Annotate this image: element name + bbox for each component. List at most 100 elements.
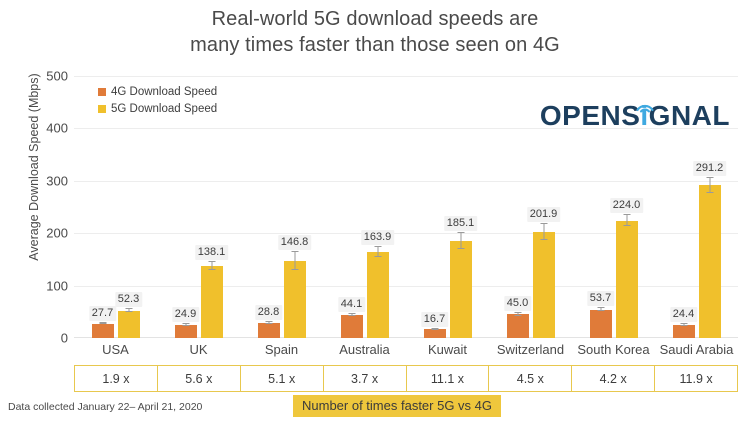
error-bar-cap-high — [623, 214, 630, 216]
error-bar-cap-high — [680, 323, 687, 325]
bar-5g-switzerland[interactable]: 201.9 — [526, 207, 561, 338]
error-bar-cap-low — [457, 247, 464, 249]
x-axis-label: Saudi Arabia — [659, 342, 734, 357]
bar-group: 24.4 291.2 — [655, 76, 738, 338]
error-bar — [294, 251, 295, 271]
bar-4g-switzerland[interactable]: 45.0 — [503, 296, 532, 338]
y-axis-tick: 0 — [60, 330, 68, 346]
data-label: 138.1 — [194, 244, 229, 260]
chart-title-line2: many times faster than those seen on 4G — [190, 34, 560, 56]
bar-pair: 53.7 224.0 — [572, 76, 655, 338]
error-bar-cap-high — [540, 223, 547, 225]
error-bar — [543, 224, 544, 241]
bar-pair: 27.7 52.3 — [74, 76, 157, 338]
legend-item[interactable]: 4G Download Speed — [98, 86, 217, 98]
error-bar-cap-high — [597, 307, 604, 309]
data-label: 24.9 — [171, 307, 200, 323]
bar-4g-south-korea[interactable]: 53.7 — [586, 291, 615, 338]
y-axis-tick: 200 — [46, 225, 68, 241]
bar-group: 45.0 201.9 — [489, 76, 572, 338]
bar-4g-kuwait[interactable]: 16.7 — [420, 311, 449, 338]
error-bar — [351, 313, 352, 317]
data-label: 185.1 — [443, 216, 478, 232]
error-bar-cap-high — [457, 232, 464, 234]
multiplier-row: 1.9 x 5.6 x 5.1 x 3.7 x 11.1 x 4.5 x 4.2 x 11.9… — [74, 365, 738, 392]
data-label: 28.8 — [254, 304, 283, 320]
error-bar-cap-low — [374, 255, 381, 257]
bar-group: 53.7 224.0 — [572, 76, 655, 338]
bar-pair: 24.4 291.2 — [655, 76, 738, 338]
y-axis-ticks: 0 100 200 300 400 500 — [30, 69, 68, 346]
chart-legend: 4G Download Speed 5G Download Speed — [98, 86, 217, 120]
bar-4g-australia[interactable]: 44.1 — [337, 296, 366, 338]
error-bar — [128, 308, 129, 313]
error-bar-cap-high — [431, 327, 438, 329]
logo-letter-i: i — [635, 100, 654, 132]
x-axis-label: Spain — [264, 342, 299, 357]
error-bar — [709, 177, 710, 194]
multiplier-cell: 11.9 x — [679, 371, 713, 386]
y-axis-tick: 100 — [46, 278, 68, 294]
data-label: 163.9 — [360, 230, 395, 246]
gridline — [74, 76, 738, 77]
bar-pair: 28.8 146.8 — [240, 76, 323, 338]
error-bar-cap-low — [597, 310, 604, 312]
gridline — [74, 128, 738, 130]
legend-item[interactable]: 5G Download Speed — [98, 103, 217, 115]
error-bar — [460, 233, 461, 249]
error-bar-cap-high — [125, 307, 132, 309]
bar-4g-saudi-arabia[interactable]: 24.4 — [669, 307, 698, 338]
multiplier-cell: 5.6 x — [158, 366, 241, 391]
error-bar-cap-low — [182, 324, 189, 326]
data-label: 201.9 — [526, 207, 561, 223]
error-bar — [517, 313, 518, 316]
bar-pair: 44.1 163.9 — [323, 76, 406, 338]
axis-baseline — [74, 337, 738, 338]
legend-label: 5G Download Speed — [111, 103, 218, 115]
logo-letter-i-text: i — [640, 100, 649, 131]
gridline — [74, 180, 738, 182]
data-label: 224.0 — [609, 198, 644, 214]
bar-5g-kuwait[interactable]: 185.1 — [443, 216, 478, 338]
error-bar-cap-high — [208, 260, 215, 262]
error-bar-cap-high — [514, 312, 521, 314]
plot-area: 27.7 52.3 24.9 138.1 28.8 146.8 44.1 163.9 16.7 1… — [74, 76, 738, 338]
data-label: 45.0 — [503, 296, 532, 312]
error-bar-cap-high — [99, 321, 106, 323]
bar-5g-uk[interactable]: 138.1 — [194, 244, 229, 338]
logo-text-part1: OPENS — [539, 100, 641, 131]
bar-4g-spain[interactable]: 28.8 — [254, 304, 283, 338]
bar-5g-saudi-arabia[interactable]: 291.2 — [692, 160, 727, 338]
bar-5g-south-korea[interactable]: 224.0 — [609, 198, 644, 338]
x-axis-label: Kuwait — [427, 342, 468, 357]
multiplier-cell: 4.2 x — [572, 366, 656, 391]
y-axis-tick: 300 — [46, 173, 68, 189]
error-bar — [600, 308, 601, 312]
bar-pair: 16.7 185.1 — [406, 76, 489, 338]
multiplier-cell: 5.1 x — [241, 366, 324, 391]
data-label: 53.7 — [586, 291, 615, 307]
bar-4g-usa[interactable]: 27.7 — [88, 305, 117, 338]
chart-title: Real-world 5G download speeds are many t… — [0, 6, 750, 58]
logo-text-part2: GNAL — [648, 100, 730, 131]
error-bar-cap-high — [291, 250, 298, 252]
error-bar-cap-low — [125, 311, 132, 313]
error-bar-cap-low — [99, 323, 106, 325]
bar-4g-uk[interactable]: 24.9 — [171, 307, 200, 338]
legend-swatch-icon — [98, 88, 106, 96]
error-bar-cap-low — [348, 315, 355, 317]
error-bar-cap-high — [348, 312, 355, 314]
multiplier-caption-banner: Number of times faster 5G vs 4G — [293, 395, 502, 417]
bar-pair: 24.9 138.1 — [157, 76, 240, 338]
legend-swatch-icon — [98, 105, 106, 113]
error-bar-cap-low — [680, 325, 687, 327]
bar-5g-usa[interactable]: 52.3 — [114, 291, 143, 338]
error-bar-cap-high — [706, 176, 713, 178]
bar-5g-spain[interactable]: 146.8 — [277, 234, 312, 338]
data-label: 44.1 — [337, 296, 366, 312]
gridline — [74, 233, 738, 235]
bar-5g-australia[interactable]: 163.9 — [360, 230, 395, 338]
multiplier-cell: 11.1 x — [407, 366, 490, 391]
error-bar-cap-high — [265, 320, 272, 322]
